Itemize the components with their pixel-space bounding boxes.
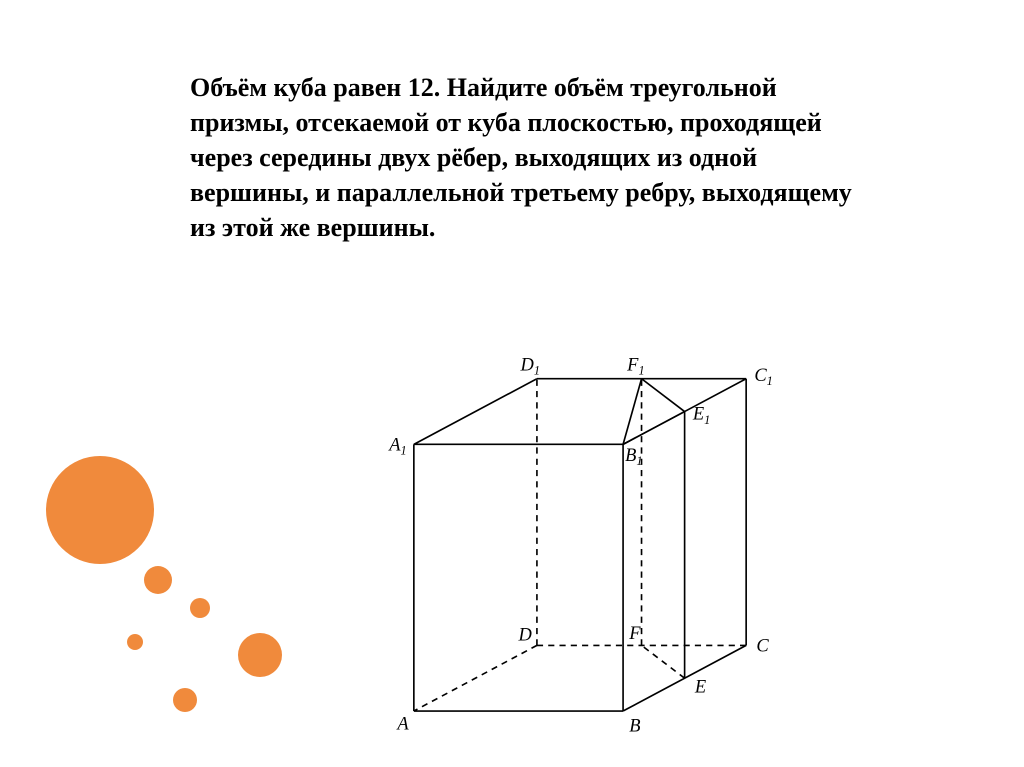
vertex-label: D1 xyxy=(520,355,540,378)
decor-circle xyxy=(190,598,210,618)
cube-edge xyxy=(623,379,641,445)
decor-circle xyxy=(46,456,154,564)
decor-circle xyxy=(173,688,197,712)
cube-edge xyxy=(414,379,537,445)
vertex-label: A1 xyxy=(387,435,406,458)
cube-edge xyxy=(623,412,685,445)
cube-edge xyxy=(642,645,685,678)
vertex-label: B1 xyxy=(625,445,642,468)
problem-text: Объём куба равен 12. Найдите объём треуг… xyxy=(190,70,870,245)
vertex-label: F xyxy=(628,623,641,643)
vertex-label: C xyxy=(756,636,769,656)
vertex-label: A xyxy=(395,713,409,733)
vertex-label: F1 xyxy=(626,355,644,378)
vertex-label: E xyxy=(694,677,706,697)
vertex-label: D xyxy=(517,624,532,644)
cube-diagram: A B C D E F A1 B1 C1 D1 E1 F1 xyxy=(360,350,800,750)
vertex-label: C1 xyxy=(754,365,772,388)
decor-circle xyxy=(238,633,282,677)
vertex-label: E1 xyxy=(692,404,710,427)
vertex-label: B xyxy=(629,716,640,736)
cube-edge xyxy=(642,379,685,412)
decor-circle xyxy=(144,566,172,594)
decor-circle xyxy=(127,634,143,650)
cube-edge xyxy=(414,645,537,711)
